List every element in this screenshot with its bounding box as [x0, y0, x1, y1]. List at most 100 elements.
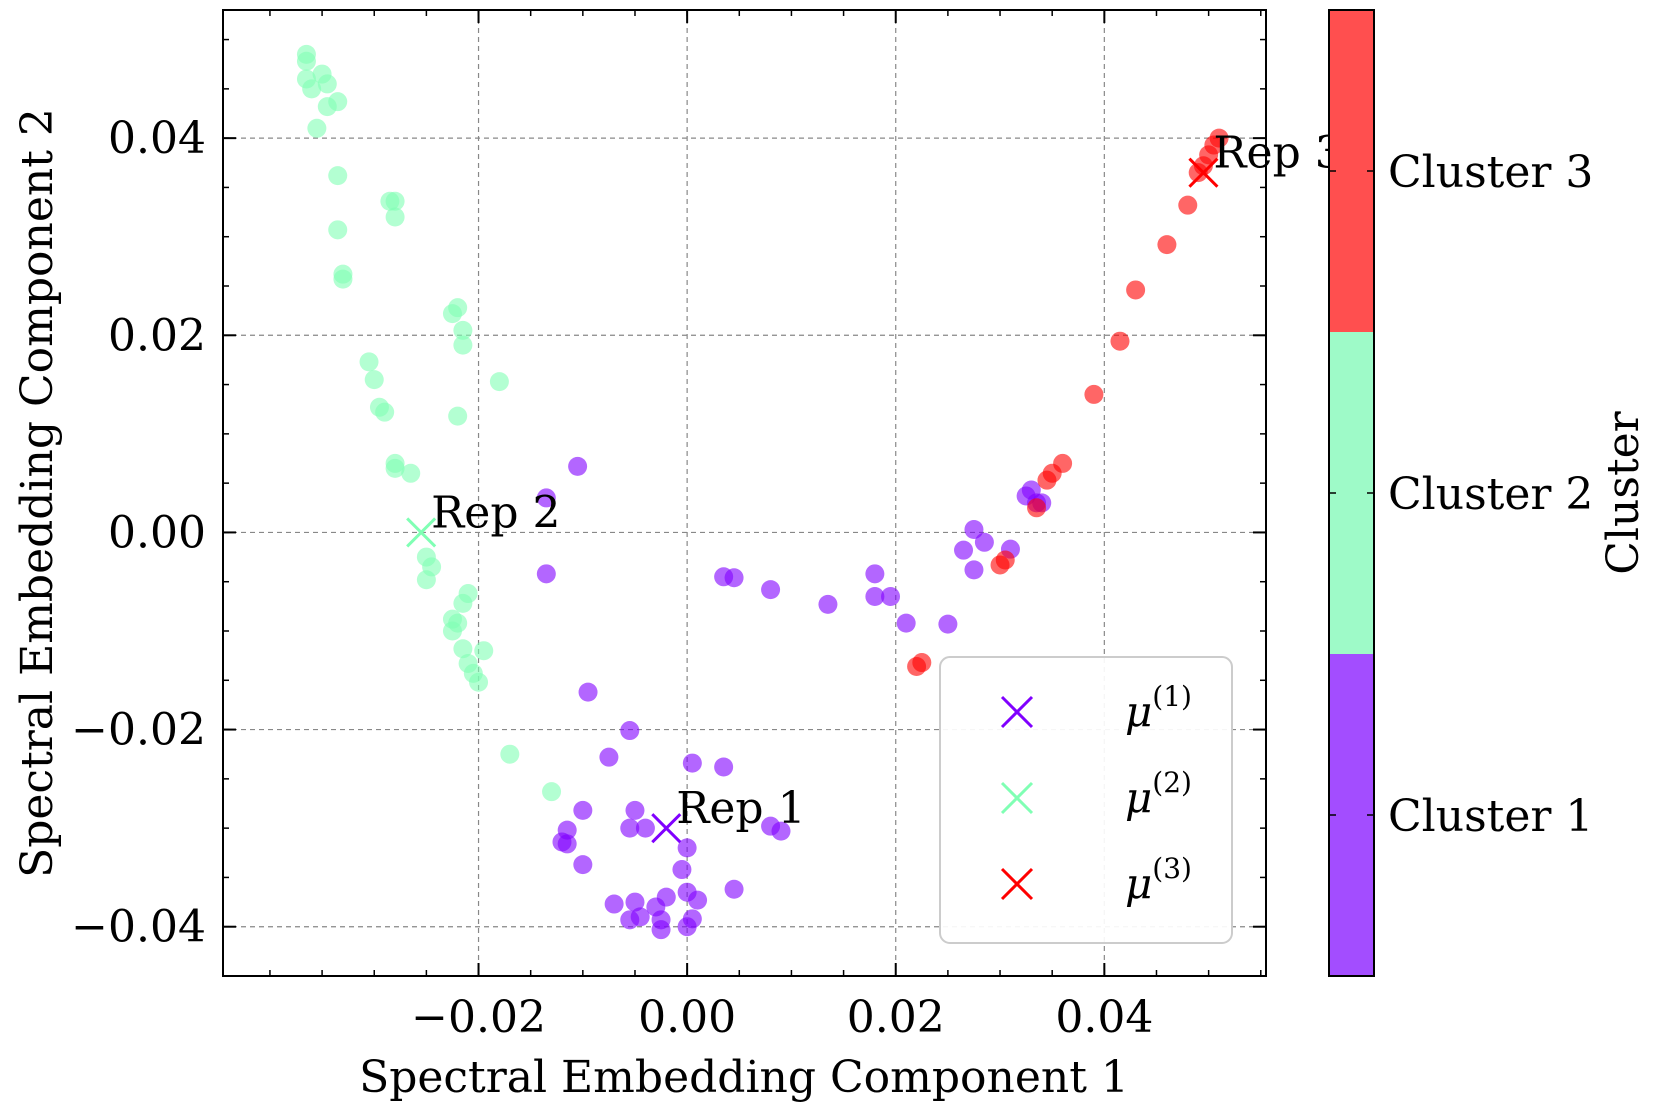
- marker-stroke: [1000, 867, 1034, 901]
- centroid-marker-1: [651, 813, 682, 844]
- y-tick-label: −0.04: [71, 902, 206, 953]
- data-point: [328, 166, 348, 186]
- data-point: [573, 800, 593, 820]
- data-point: [536, 564, 556, 584]
- legend: μ(1)μ(2)μ(3): [939, 656, 1233, 944]
- data-point: [453, 639, 473, 659]
- data-point: [682, 753, 702, 773]
- legend-marker-3: [1000, 867, 1034, 901]
- data-point: [307, 118, 327, 138]
- data-point: [568, 456, 588, 476]
- data-point: [1027, 498, 1047, 518]
- data-point: [578, 682, 598, 702]
- data-point: [1110, 331, 1130, 351]
- data-point: [448, 613, 468, 633]
- data-point: [620, 721, 640, 741]
- colorbar-title: Cluster: [1598, 410, 1649, 574]
- legend-symbol: μ: [1125, 773, 1152, 822]
- y-tick-label: 0.02: [108, 310, 206, 361]
- data-point: [635, 818, 655, 838]
- data-point: [881, 587, 901, 606]
- data-point: [1188, 163, 1208, 183]
- x-tick-label: −0.02: [411, 992, 546, 1043]
- series-3: [907, 128, 1229, 676]
- series-1: [536, 456, 1052, 940]
- data-point: [682, 909, 702, 929]
- colorbar-label-3: Cluster 3: [1388, 147, 1593, 198]
- legend-marker-2: [1000, 781, 1034, 815]
- legend-superscript: (2): [1152, 766, 1192, 799]
- data-point: [651, 920, 671, 940]
- colorbar-segment-2: [1329, 332, 1374, 654]
- legend-label-2: μ(2): [1125, 766, 1192, 822]
- data-point: [818, 594, 838, 614]
- data-point: [964, 519, 984, 539]
- data-point: [974, 532, 994, 552]
- y-tick-label: −0.02: [71, 705, 206, 756]
- colorbar-label-1: Cluster 1: [1388, 791, 1593, 842]
- y-tick-label: 0.00: [108, 507, 206, 558]
- data-point: [416, 570, 436, 590]
- data-point: [724, 879, 744, 899]
- data-point: [907, 656, 927, 676]
- x-tick-label: 0.02: [847, 992, 945, 1043]
- data-point: [469, 672, 489, 692]
- data-point: [453, 335, 473, 355]
- data-point: [865, 564, 885, 584]
- data-point: [448, 298, 468, 318]
- x-tick-label: 0.04: [1055, 992, 1153, 1043]
- data-point: [625, 800, 645, 820]
- data-point: [620, 818, 640, 838]
- data-point: [296, 51, 316, 71]
- data-point: [938, 614, 958, 634]
- colorbar-frame: [1328, 9, 1375, 977]
- data-point: [385, 458, 405, 478]
- y-axis-label: Spectral Embedding Component 2: [12, 108, 63, 878]
- legend-marker-1: [1000, 695, 1034, 729]
- x-axis-label: Spectral Embedding Component 1: [359, 1052, 1129, 1103]
- data-point: [542, 782, 562, 802]
- x-tick-label: 0.00: [638, 992, 736, 1043]
- data-point: [625, 892, 645, 912]
- data-point: [771, 821, 791, 841]
- data-point: [401, 463, 421, 483]
- data-point: [536, 488, 556, 508]
- data-point: [453, 320, 473, 340]
- marker-stroke: [1000, 781, 1034, 815]
- data-point: [385, 191, 405, 211]
- legend-symbol: μ: [1125, 859, 1152, 908]
- annotation-rep-1: Rep 1: [676, 783, 805, 834]
- data-point: [688, 890, 708, 910]
- legend-label-1: μ(1): [1125, 680, 1192, 736]
- legend-superscript: (3): [1152, 852, 1192, 885]
- data-point: [1126, 280, 1146, 300]
- data-points: [296, 44, 1229, 940]
- y-tick-label: 0.04: [108, 113, 206, 164]
- data-point: [990, 555, 1010, 575]
- marker-stroke: [406, 517, 437, 548]
- centroid-marker-2: [406, 517, 437, 548]
- annotation-rep-2: Rep 2: [431, 487, 560, 538]
- centroid-marker-3: [1188, 157, 1219, 188]
- data-point: [599, 747, 619, 767]
- data-point: [761, 580, 781, 600]
- data-point: [896, 613, 916, 633]
- colorbar-label-2: Cluster 2: [1388, 469, 1593, 520]
- legend-symbol: μ: [1125, 687, 1152, 736]
- data-point: [302, 79, 322, 99]
- data-point: [500, 744, 520, 764]
- data-point: [1178, 195, 1198, 215]
- colorbar-segment-3: [1329, 10, 1374, 332]
- annotations: Rep 1 Rep 2 Rep 3: [431, 128, 1343, 835]
- data-point: [453, 593, 473, 613]
- data-point: [364, 370, 384, 390]
- data-point: [317, 74, 337, 94]
- data-point: [954, 540, 974, 560]
- legend-box: [939, 656, 1233, 944]
- marker-stroke: [651, 813, 682, 844]
- data-point: [604, 894, 624, 914]
- colorbar-segment-1: [1329, 654, 1374, 976]
- data-point: [672, 860, 692, 880]
- annotation-rep-3: Rep 3: [1213, 128, 1342, 179]
- data-point: [448, 406, 468, 426]
